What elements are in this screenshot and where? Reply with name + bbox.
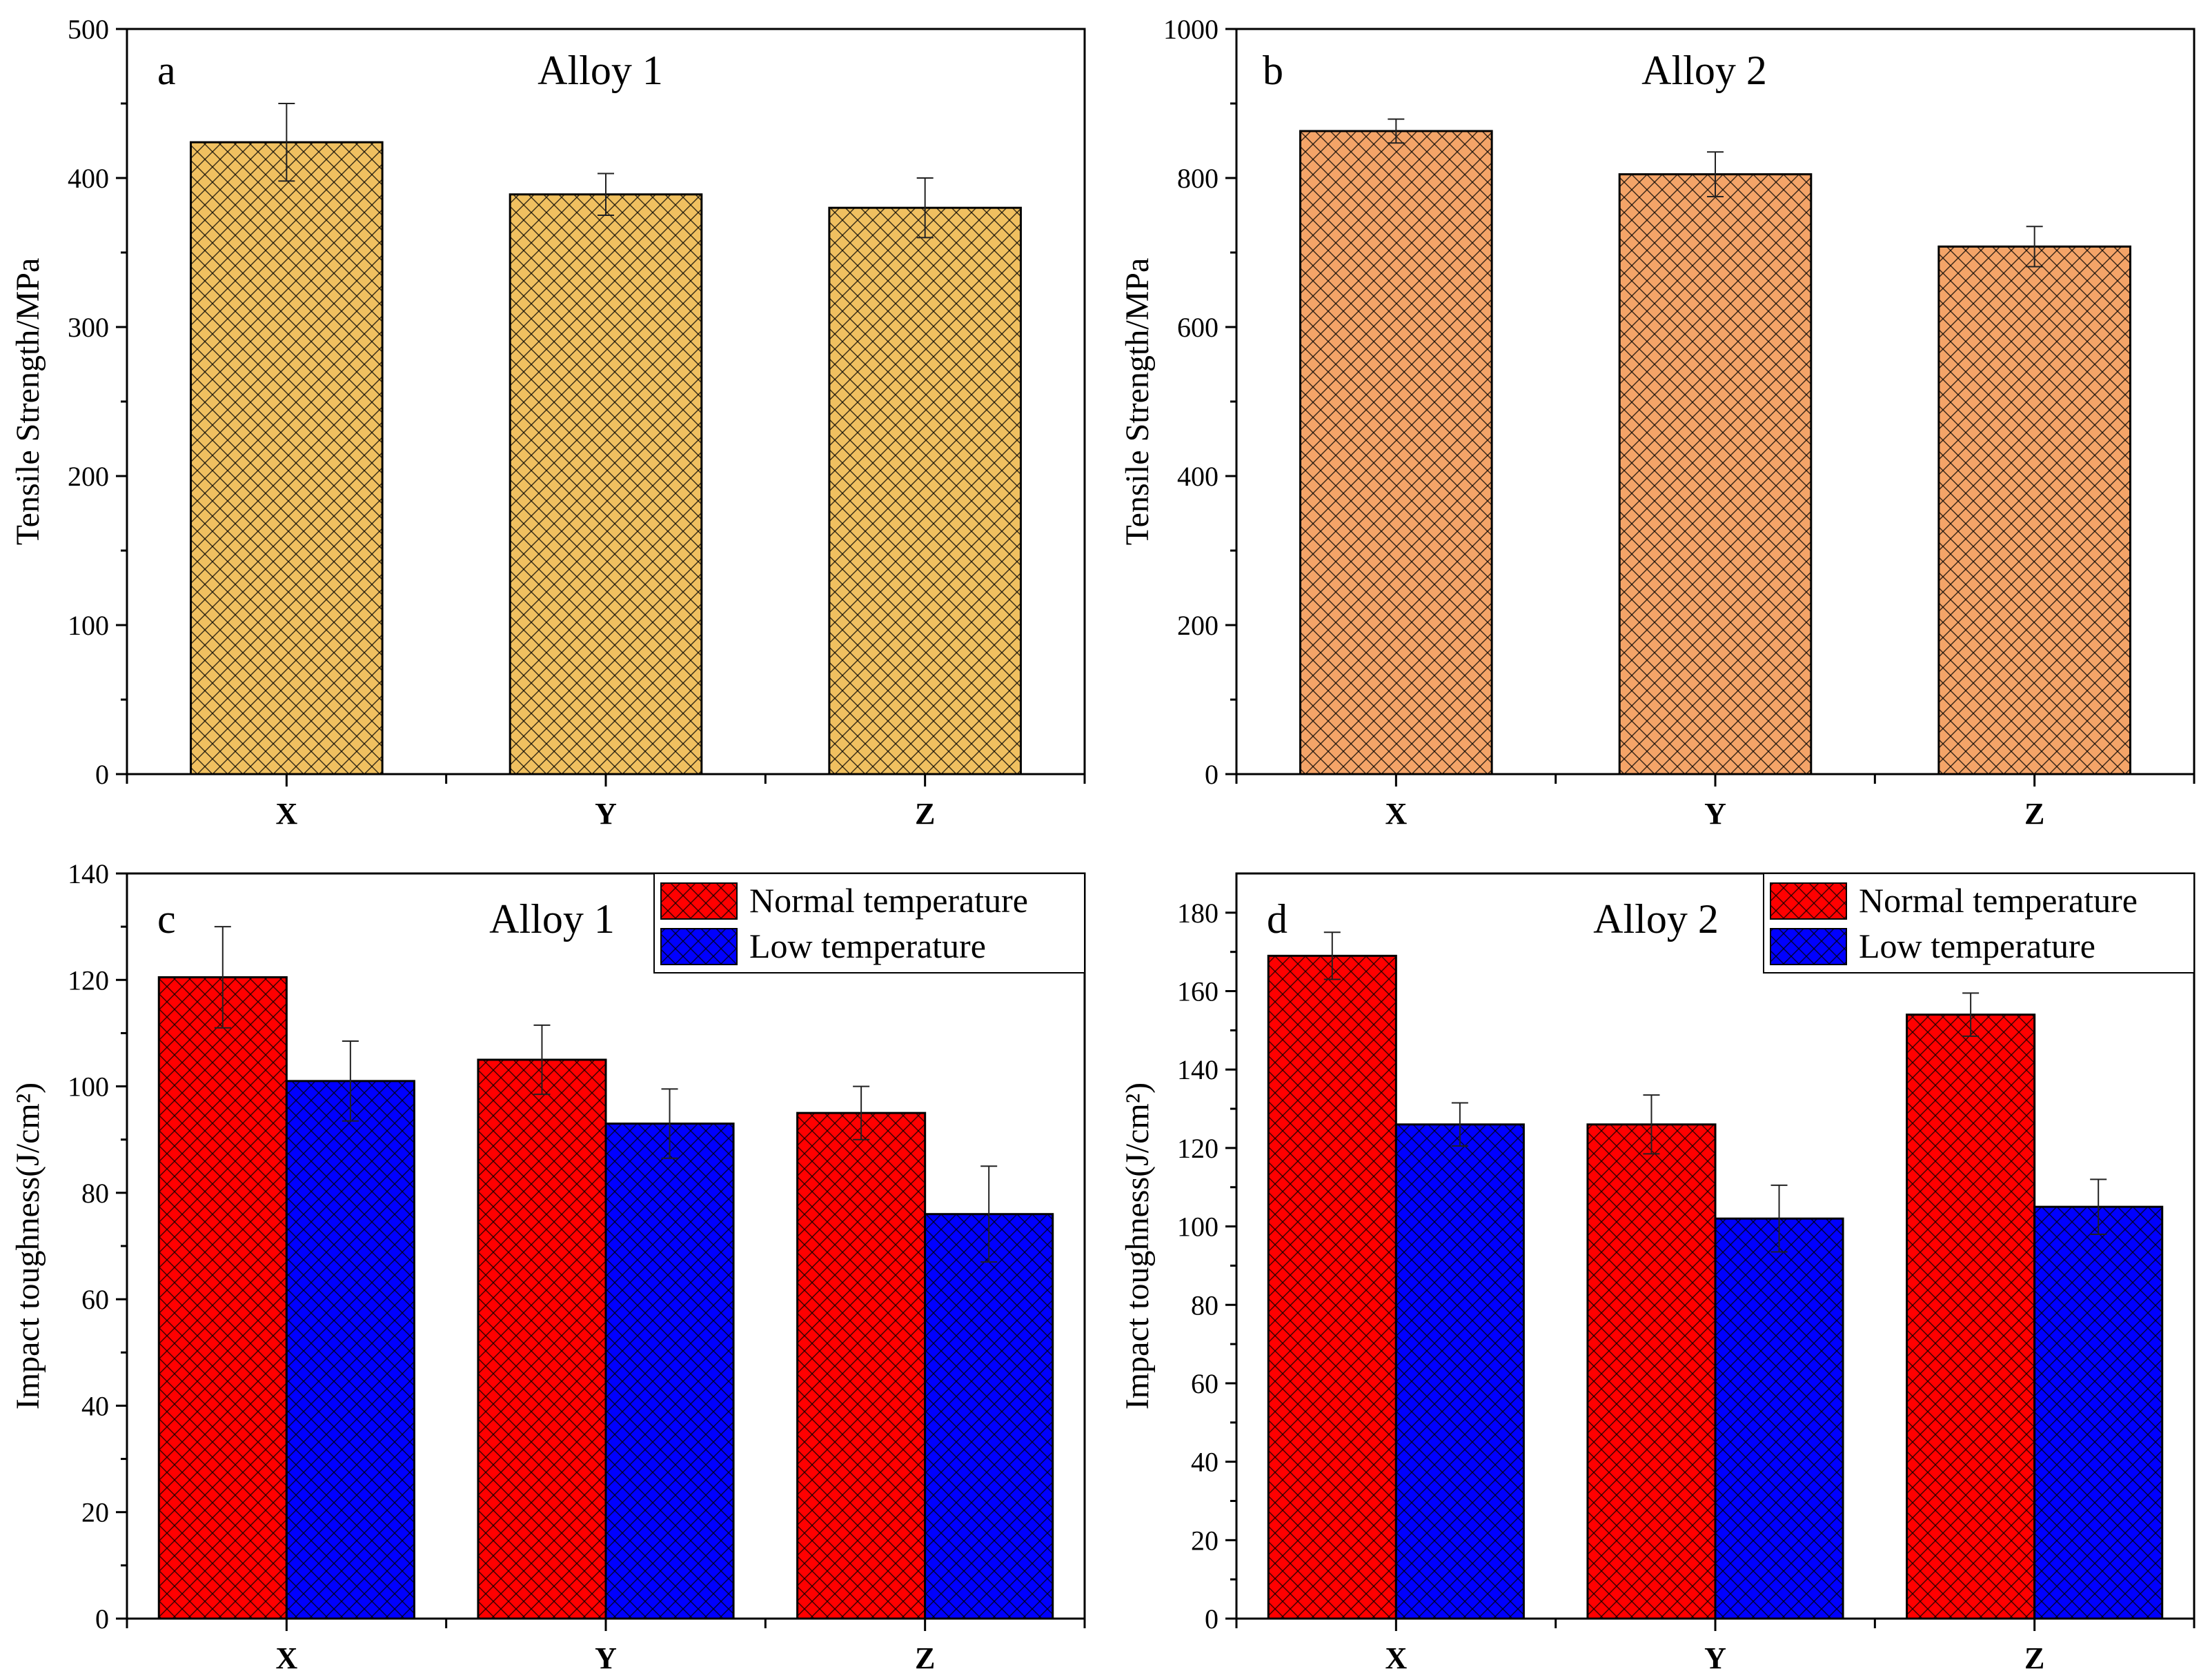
y-tick-label: 180 xyxy=(1177,898,1219,929)
bar-hatch xyxy=(2034,1207,2162,1619)
y-axis-label: Impact toughness(J/cm²) xyxy=(10,1083,46,1410)
bar-hatch xyxy=(1938,246,2131,774)
bar-hatch xyxy=(510,194,702,774)
y-tick-label: 100 xyxy=(68,1071,109,1103)
panel-title: Alloy 2 xyxy=(1593,896,1719,942)
y-tick-label: 500 xyxy=(68,14,109,45)
x-tick-label: X xyxy=(275,797,297,831)
panel-letter: c xyxy=(157,896,176,942)
y-tick-label: 200 xyxy=(68,461,109,492)
y-tick-label: 0 xyxy=(1205,759,1219,790)
panel-c: 0 20 40 60 80 100 120 140 X Y Z Impact toughness(J/… xyxy=(10,858,1086,1675)
bar-hatch xyxy=(1715,1218,1844,1619)
bar-hatch xyxy=(159,977,287,1619)
bar-hatch xyxy=(606,1123,734,1619)
y-tick-label: 600 xyxy=(1177,312,1219,343)
legend-entry: Low temperature xyxy=(1859,927,2095,965)
bar-hatch xyxy=(286,1080,415,1619)
y-tick-label: 400 xyxy=(1177,461,1219,492)
x-tick-label: Y xyxy=(1704,797,1726,831)
bar-hatch xyxy=(829,208,1021,774)
y-tick-label: 200 xyxy=(1177,610,1219,641)
panel-d: 0 20 40 60 80 100 120 140 160 180 X Y Z Impact toughn… xyxy=(1119,872,2196,1675)
panel-title: Alloy 1 xyxy=(489,896,615,942)
y-tick-label: 120 xyxy=(1177,1133,1219,1164)
legend-entry: Normal temperature xyxy=(749,881,1028,920)
y-axis-label: Tensile Strength/MPa xyxy=(10,258,46,546)
y-tick-label: 0 xyxy=(95,1603,109,1634)
bar-hatch xyxy=(925,1214,1053,1619)
bar-hatch xyxy=(797,1113,925,1619)
y-tick-label: 20 xyxy=(1191,1525,1219,1556)
legend-swatch-hatch xyxy=(1770,929,1846,965)
x-tick-label: Y xyxy=(595,797,617,831)
y-tick-label: 100 xyxy=(1177,1212,1219,1243)
panel-letter: d xyxy=(1267,896,1287,942)
bar-hatch xyxy=(190,142,383,774)
y-axis-label: Tensile Strength/MPa xyxy=(1119,258,1156,546)
bar-hatch xyxy=(1300,130,1492,774)
panel-letter: a xyxy=(157,48,176,93)
y-tick-label: 20 xyxy=(81,1497,109,1528)
bar-hatch xyxy=(1587,1124,1715,1619)
y-tick-label: 300 xyxy=(68,312,109,343)
y-tick-label: 160 xyxy=(1177,976,1219,1007)
x-tick-label: X xyxy=(1385,797,1407,831)
y-tick-label: 100 xyxy=(68,610,109,641)
bar-hatch xyxy=(1619,174,1811,775)
y-tick-label: 120 xyxy=(68,965,109,996)
panel-title: Alloy 1 xyxy=(537,48,663,93)
y-tick-label: 400 xyxy=(68,163,109,194)
x-tick-label: X xyxy=(1385,1641,1407,1675)
legend-entry: Normal temperature xyxy=(1859,881,2138,920)
legend-entry: Low temperature xyxy=(749,927,986,965)
x-tick-label: Y xyxy=(595,1641,617,1675)
y-tick-label: 0 xyxy=(1205,1603,1219,1634)
bar-hatch xyxy=(1906,1014,2035,1619)
y-tick-label: 0 xyxy=(95,759,109,790)
bar-hatch xyxy=(1268,956,1397,1619)
x-tick-label: X xyxy=(275,1641,297,1675)
y-tick-label: 1000 xyxy=(1163,14,1219,45)
x-tick-label: Z xyxy=(2024,1641,2044,1675)
y-tick-label: 40 xyxy=(1191,1447,1219,1478)
x-tick-label: Z xyxy=(915,1641,935,1675)
panel-title: Alloy 2 xyxy=(1641,48,1767,93)
y-tick-label: 60 xyxy=(81,1284,109,1315)
legend-swatch-hatch xyxy=(1770,883,1846,919)
panel-a: 0 100 200 300 400 500 X Y Z Tensile Strength/MPa a… xyxy=(10,14,1086,831)
panel-letter: b xyxy=(1263,48,1283,93)
bar-hatch xyxy=(1396,1124,1524,1619)
panel-b: 0 200 400 600 800 1000 X Y Z Tensile Strength/MPa… xyxy=(1119,14,2196,831)
y-tick-label: 800 xyxy=(1177,163,1219,194)
legend-swatch-hatch xyxy=(661,883,737,919)
y-tick-label: 60 xyxy=(1191,1368,1219,1399)
x-tick-label: Z xyxy=(915,797,935,831)
y-tick-label: 40 xyxy=(81,1390,109,1421)
x-tick-label: Y xyxy=(1704,1641,1726,1675)
y-tick-label: 140 xyxy=(68,858,109,889)
legend-swatch-hatch xyxy=(661,929,737,965)
y-axis-label: Impact toughness(J/cm²) xyxy=(1119,1083,1156,1410)
x-tick-label: Z xyxy=(2024,797,2044,831)
bar-hatch xyxy=(477,1060,606,1619)
y-tick-label: 80 xyxy=(81,1178,109,1209)
y-tick-label: 80 xyxy=(1191,1289,1219,1321)
y-tick-label: 140 xyxy=(1177,1054,1219,1085)
